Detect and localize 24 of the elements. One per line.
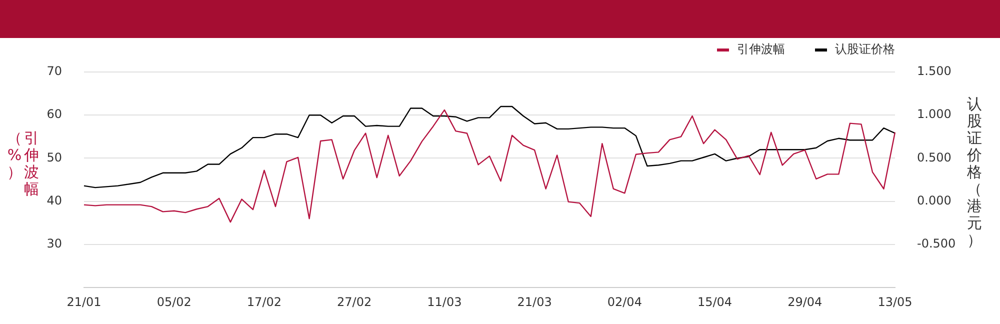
x-tick-label: 05/02	[156, 294, 192, 309]
y-tick-label: 60	[46, 107, 62, 122]
x-tick-label: 29/04	[788, 294, 822, 309]
text: 认股证价格（港元）	[967, 95, 982, 249]
y2-tick-label: 1.000	[917, 107, 952, 122]
x-tick-label: 27/02	[337, 294, 372, 309]
x-tick-label: 02/04	[607, 294, 642, 309]
y2-tick-label: 1.500	[917, 64, 952, 78]
y-tick-label: 30	[46, 236, 62, 251]
y-tick-label: 40	[46, 193, 62, 208]
y2-tick-label: 0.500	[917, 150, 952, 164]
legend-label: 引伸波幅	[737, 42, 785, 56]
x-tick-label: 17/02	[246, 294, 282, 309]
y-tick-label: 70	[46, 64, 62, 78]
y2-tick-label: 0.000	[917, 193, 952, 208]
legend-label: 认股证价格	[835, 42, 895, 56]
x-tick-label: 15/04	[697, 294, 732, 309]
x-tick-label: 11/03	[427, 294, 462, 309]
x-tick-label: 21/01	[66, 294, 102, 309]
y2-tick-label: -0.500	[917, 236, 956, 251]
x-tick-label: 21/03	[517, 294, 552, 309]
text: 引伸波幅（%）	[7, 129, 39, 198]
x-tick-label: 13/05	[878, 294, 912, 309]
y-tick-label: 50	[46, 150, 62, 164]
